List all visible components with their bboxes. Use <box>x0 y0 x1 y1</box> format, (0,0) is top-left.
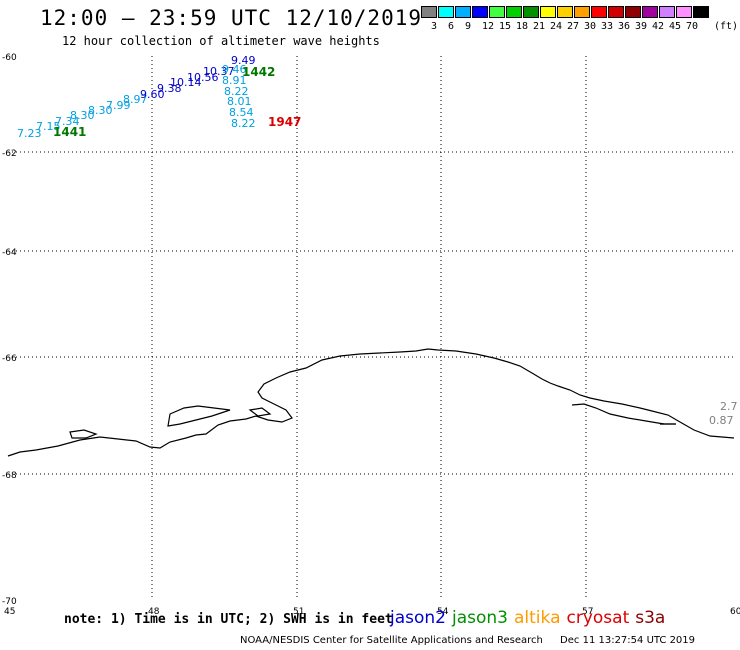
coastline-fragment-3 <box>248 407 272 417</box>
color-scale-label: 42 <box>652 21 665 32</box>
color-swatch <box>421 6 437 18</box>
wave-height-label: 10.37 <box>203 65 235 78</box>
color-swatch <box>557 6 573 18</box>
color-scale-label: 15 <box>499 21 512 32</box>
coastline-fragment <box>167 405 231 427</box>
color-scale-label: 30 <box>584 21 597 32</box>
wave-height-label: 8.22 <box>231 117 256 130</box>
satellite-legend-cryosat: cryosat <box>566 608 630 628</box>
page-subtitle: 12 hour collection of altimeter wave hei… <box>62 34 380 48</box>
color-scale-label: 6 <box>448 21 455 32</box>
track-time-label: 1441 <box>53 125 86 139</box>
wave-height-label: 2.7 <box>720 400 738 413</box>
coastline-fragment-2 <box>69 429 98 439</box>
color-scale-label: 70 <box>686 21 699 32</box>
color-swatch <box>591 6 607 18</box>
latitude-label: -68 <box>2 471 17 481</box>
color-swatch <box>574 6 590 18</box>
color-scale-unit: (ft) <box>714 21 739 32</box>
wave-height-label: 8.30 <box>70 109 95 122</box>
color-scale-label: 36 <box>618 21 631 32</box>
wave-height-label: 7.34 <box>55 115 80 128</box>
wave-height-label: 8.54 <box>229 106 254 119</box>
color-scale-label: 18 <box>516 21 529 32</box>
longitude-label: 45 <box>4 607 15 617</box>
color-scale <box>421 6 710 18</box>
latitude-label: -66 <box>2 354 17 364</box>
color-swatch <box>625 6 641 18</box>
longitude-label: 60 <box>730 607 740 617</box>
color-scale-label: 21 <box>533 21 546 32</box>
satellite-legend-s3a: s3a <box>635 608 666 628</box>
color-scale-label: 3 <box>431 21 438 32</box>
longitude-label: 48 <box>148 607 160 617</box>
units-note: note: 1) Time is in UTC; 2) SWH is in fe… <box>64 612 393 627</box>
color-swatch <box>608 6 624 18</box>
color-swatch <box>523 6 539 18</box>
color-swatch <box>659 6 675 18</box>
color-swatch <box>455 6 471 18</box>
wave-height-label: 8.01 <box>227 95 252 108</box>
color-swatch <box>540 6 556 18</box>
wave-height-label: 0.87 <box>709 414 734 427</box>
color-scale-label: 39 <box>635 21 648 32</box>
wave-height-label: 7.99 <box>106 99 131 112</box>
wave-height-label: 8.30 <box>88 104 113 117</box>
wave-height-label: 7.15 <box>36 120 61 133</box>
longitude-label: 57 <box>582 607 593 617</box>
color-swatch <box>642 6 658 18</box>
track-time-label: 1947 <box>268 115 301 129</box>
latitude-label: -70 <box>2 597 17 607</box>
wave-height-label: 9.38 <box>157 82 182 95</box>
wave-height-label: 10.56 <box>187 71 219 84</box>
color-scale-label: 9 <box>465 21 472 32</box>
color-scale-label: 24 <box>550 21 563 32</box>
wave-height-label: 8.97 <box>123 93 148 106</box>
coastline-inlet <box>571 403 665 425</box>
longitude-label: 54 <box>437 607 449 617</box>
color-swatch <box>693 6 709 18</box>
color-scale-labels: 3 6 9 12 15 18 21 24 27 30 33 36 39 42 45 70 (ft) <box>421 21 740 35</box>
generated-timestamp: Dec 11 13:27:54 UTC 2019 <box>560 635 696 646</box>
satellite-legend-jason3: jason3 <box>452 608 508 628</box>
color-scale-label: 45 <box>669 21 682 32</box>
latitude-label: -64 <box>2 248 17 258</box>
wave-height-label: 8.91 <box>222 74 247 87</box>
color-scale-label: 12 <box>482 21 495 32</box>
wave-height-label: 9.46 <box>222 63 247 76</box>
color-scale-label: 27 <box>567 21 580 32</box>
coastline <box>7 348 735 457</box>
satellite-legend: jason2 jason3 altika cryosat s3a <box>390 608 671 628</box>
color-swatch <box>676 6 692 18</box>
credit-text: NOAA/NESDIS Center for Satellite Applica… <box>240 635 543 646</box>
wave-height-label: 7.23 <box>17 127 42 140</box>
latitude-label: -60 <box>2 53 17 63</box>
map-labels: 7.237.157.348.308.307.998.979.609.3810.1… <box>17 54 738 427</box>
satellite-legend-altika: altika <box>514 608 561 628</box>
satellite-legend-jason2: jason2 <box>390 608 446 628</box>
wave-height-label: 9.49 <box>231 54 256 67</box>
wave-height-label: 8.22 <box>224 85 249 98</box>
longitude-label: 51 <box>293 607 304 617</box>
wave-height-label: 10.14 <box>170 76 202 89</box>
latitude-label: -62 <box>2 149 17 159</box>
color-swatch <box>472 6 488 18</box>
color-swatch <box>506 6 522 18</box>
wave-height-label: 9.60 <box>140 88 165 101</box>
color-scale-label: 33 <box>601 21 614 32</box>
track-time-label: 1442 <box>242 65 275 79</box>
color-swatch <box>438 6 454 18</box>
credit-footer: NOAA/NESDIS Center for Satellite Applica… <box>240 635 695 646</box>
color-swatch <box>489 6 505 18</box>
page-title: 12:00 – 23:59 UTC 12/10/2019 <box>40 6 423 30</box>
